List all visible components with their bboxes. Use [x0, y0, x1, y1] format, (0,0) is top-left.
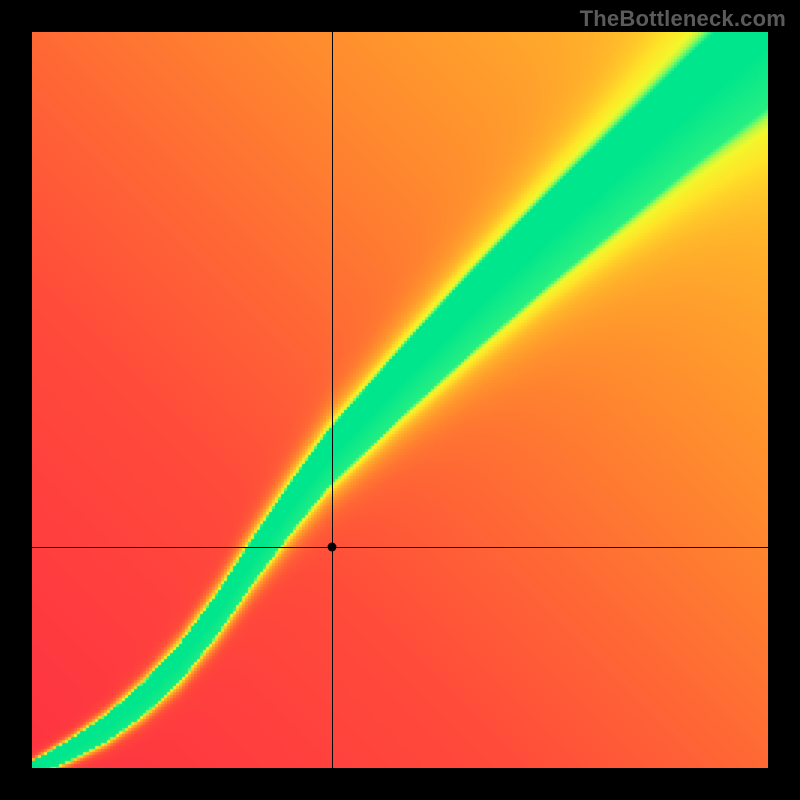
chart-container: { "watermark": "TheBottleneck.com", "cha…	[0, 0, 800, 800]
heatmap-plot	[32, 32, 768, 768]
watermark-text: TheBottleneck.com	[580, 6, 786, 32]
crosshair-marker	[328, 543, 337, 552]
heatmap-canvas	[32, 32, 768, 768]
crosshair-vertical	[332, 32, 333, 768]
crosshair-horizontal	[32, 547, 768, 548]
